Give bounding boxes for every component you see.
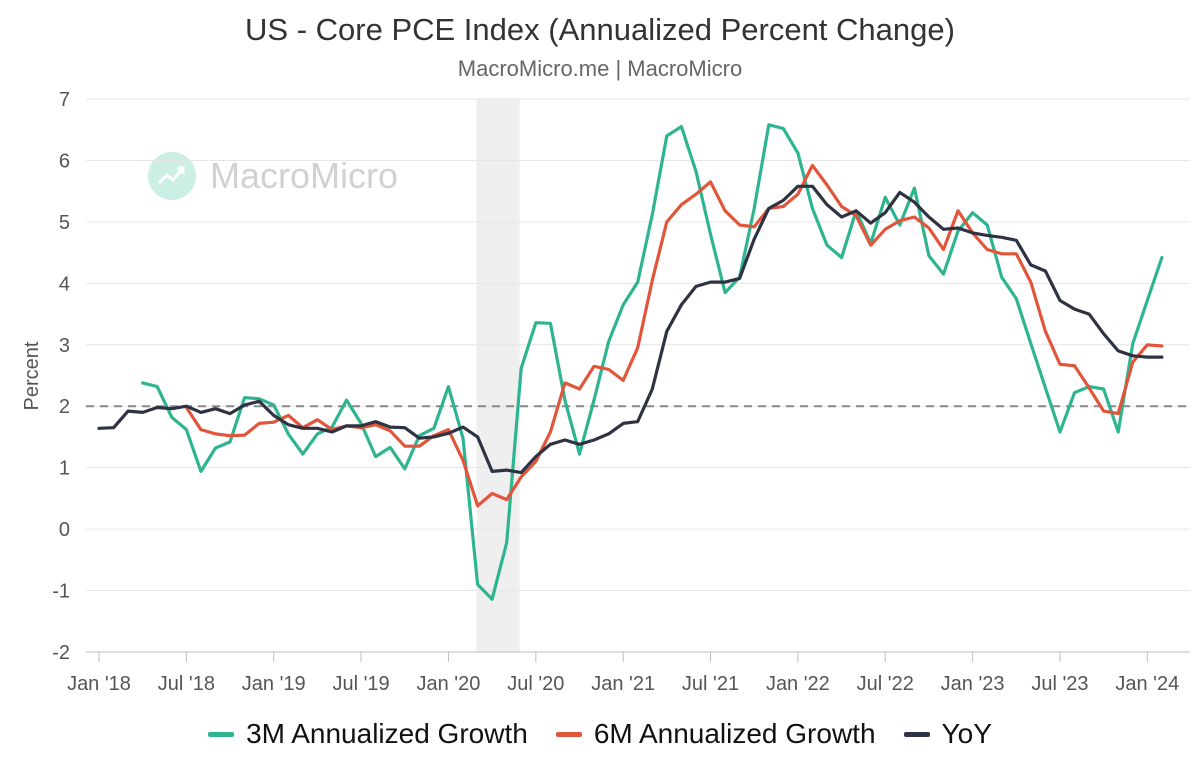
- legend-label-6m: 6M Annualized Growth: [593, 718, 876, 749]
- y-tick-label: 7: [59, 89, 70, 111]
- y-tick-label: 5: [59, 212, 70, 234]
- y-tick-label: 6: [59, 150, 70, 172]
- legend-swatch-6m: [555, 731, 582, 737]
- series-line-3m: [141, 123, 1164, 601]
- y-axis-label: Percent: [21, 341, 43, 410]
- x-tick-label: Jul '20: [507, 673, 564, 695]
- x-tick-label: Jul '23: [1031, 673, 1088, 695]
- y-tick-label: -1: [52, 581, 70, 603]
- chart-title: US - Core PCE Index (Annualized Percent …: [245, 12, 955, 47]
- y-tick-label: 4: [59, 273, 70, 295]
- legend-label-yoy: YoY: [941, 718, 992, 749]
- recession-band: [476, 99, 520, 652]
- y-axis: 7 6 5 4 3 2 1 0 -1 -2: [52, 89, 70, 664]
- y-tick-label: 3: [59, 335, 70, 357]
- x-tick-label: Jan '24: [1115, 673, 1179, 695]
- x-tick-label: Jul '18: [158, 673, 215, 695]
- x-tick-label: Jul '22: [857, 673, 914, 695]
- watermark-text: MacroMicro: [210, 155, 399, 196]
- y-tick-label: -2: [52, 642, 70, 664]
- y-tick-label: 1: [59, 458, 70, 480]
- x-tick-label: Jan '21: [591, 673, 655, 695]
- y-tick-label: 2: [59, 396, 70, 418]
- chart-subtitle: MacroMicro.me | MacroMicro: [457, 56, 743, 81]
- legend-label-3m: 3M Annualized Growth: [246, 718, 528, 749]
- x-tick-label: Jan '18: [67, 673, 131, 695]
- legend-swatch-yoy: [903, 731, 930, 737]
- x-tick-label: Jul '19: [332, 673, 389, 695]
- legend-item-yoy[interactable]: YoY: [903, 718, 992, 750]
- legend-item-3m[interactable]: 3M Annualized Growth: [208, 718, 528, 750]
- series-line-6m: [184, 163, 1164, 508]
- x-tick-label: Jan '19: [242, 673, 306, 695]
- recession-band-layer: [476, 99, 520, 652]
- series-line-yoy: [97, 184, 1164, 475]
- legend-item-6m[interactable]: 6M Annualized Growth: [555, 718, 876, 750]
- legend-swatch-3m: [208, 731, 235, 737]
- x-tick-label: Jan '20: [417, 673, 481, 695]
- x-tick-label: Jan '22: [766, 673, 830, 695]
- series-layer: [97, 123, 1164, 601]
- x-tick-label: Jan '23: [941, 673, 1005, 695]
- grid-layer: [86, 98, 1190, 653]
- watermark: MacroMicro: [148, 152, 398, 200]
- x-axis: Jan '18 Jul '18 Jan '19 Jul '19 Jan '20 Jul '…: [67, 652, 1179, 695]
- x-tick-label: Jul '21: [682, 673, 739, 695]
- legend: 3M Annualized Growth 6M Annualized Growt…: [0, 718, 1200, 750]
- y-tick-label: 0: [59, 519, 70, 541]
